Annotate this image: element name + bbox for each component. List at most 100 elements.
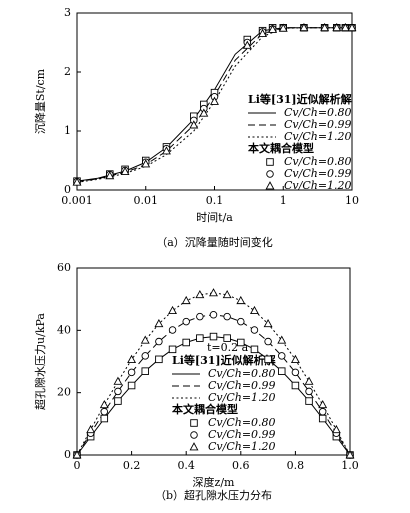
marker bbox=[140, 335, 150, 344]
legend-label: Cv/Ch=0.99 bbox=[284, 118, 352, 131]
marker bbox=[237, 338, 245, 347]
marker bbox=[291, 368, 300, 377]
y-tick-label: 0 bbox=[64, 183, 71, 196]
x-tick-label: 0.8 bbox=[287, 459, 305, 472]
marker bbox=[291, 381, 300, 390]
marker bbox=[141, 159, 151, 168]
legend-label: Cv/Ch=0.99 bbox=[208, 379, 276, 392]
marker bbox=[141, 367, 149, 375]
x-tick-label: 0.01 bbox=[134, 194, 159, 207]
y-tick-label: 3 bbox=[64, 6, 71, 19]
marker bbox=[168, 345, 177, 354]
marker bbox=[305, 397, 313, 405]
marker bbox=[266, 158, 274, 166]
marker bbox=[168, 305, 178, 315]
marker bbox=[199, 108, 209, 117]
marker bbox=[278, 352, 286, 360]
marker bbox=[100, 414, 109, 423]
y-tick-label: 40 bbox=[57, 323, 71, 336]
marker bbox=[320, 22, 330, 32]
marker bbox=[258, 28, 268, 37]
marker bbox=[340, 22, 350, 32]
caption: （a）沉降量随时间变化 bbox=[156, 235, 273, 249]
x-axis-label: 时间t/a bbox=[196, 211, 233, 224]
x-tick-label: 1.0 bbox=[341, 459, 359, 472]
marker bbox=[196, 312, 204, 321]
marker bbox=[277, 335, 287, 344]
y-tick-label: 0 bbox=[64, 448, 71, 461]
legend-label: Cv/Ch=1.20 bbox=[284, 179, 352, 192]
marker bbox=[127, 381, 136, 390]
marker bbox=[222, 289, 232, 299]
x-tick-label: 1 bbox=[280, 194, 287, 207]
marker bbox=[141, 352, 149, 360]
marker bbox=[331, 424, 341, 434]
marker bbox=[181, 295, 191, 305]
marker bbox=[209, 311, 218, 319]
marker bbox=[304, 376, 314, 385]
marker bbox=[190, 431, 198, 439]
legend-label: Cv/Ch=0.80 bbox=[284, 155, 352, 168]
marker bbox=[114, 387, 122, 396]
marker bbox=[332, 22, 342, 32]
marker bbox=[223, 312, 231, 321]
marker bbox=[318, 399, 328, 409]
marker bbox=[264, 337, 272, 346]
marker bbox=[189, 442, 199, 451]
x-tick-label: 10 bbox=[345, 194, 359, 207]
marker bbox=[190, 419, 198, 427]
legend-label: Cv/Ch=0.80 bbox=[208, 367, 276, 380]
marker bbox=[168, 326, 177, 334]
x-tick-label: 0.2 bbox=[123, 459, 141, 472]
marker bbox=[182, 338, 190, 347]
x-axis-label: 深度z/m bbox=[193, 475, 236, 489]
marker bbox=[278, 23, 288, 32]
x-tick-label: 0.4 bbox=[177, 459, 195, 472]
legend-label: Cv/Ch=0.99 bbox=[208, 428, 276, 441]
marker bbox=[189, 120, 199, 129]
x-tick-label: 0.6 bbox=[232, 459, 250, 472]
marker bbox=[318, 414, 327, 423]
x-tick-label: 0.1 bbox=[206, 194, 224, 207]
marker bbox=[266, 170, 274, 178]
y-axis-label: 沉降量St/cm bbox=[33, 68, 47, 134]
caption: （b）超孔隙水压力分布 bbox=[155, 488, 272, 502]
marker bbox=[242, 40, 252, 49]
legend-label: Cv/Ch=1.20 bbox=[208, 440, 276, 453]
marker bbox=[318, 407, 327, 416]
marker bbox=[127, 354, 137, 363]
legend-title: Li等[31]近似解析解 bbox=[172, 353, 276, 367]
marker bbox=[196, 334, 204, 342]
marker bbox=[195, 289, 205, 299]
y-tick-label: 2 bbox=[64, 65, 71, 78]
legend-label: Cv/Ch=0.80 bbox=[208, 416, 276, 429]
marker bbox=[278, 367, 286, 375]
marker bbox=[345, 450, 355, 459]
marker bbox=[161, 146, 171, 155]
marker bbox=[155, 355, 163, 364]
legend-title: Li等[31]近似解析解 bbox=[248, 92, 352, 106]
legend-title: 本文耦合模型 bbox=[172, 402, 238, 416]
marker bbox=[347, 22, 357, 32]
legend-title: 本文耦合模型 bbox=[248, 141, 314, 155]
marker bbox=[114, 397, 122, 405]
y-tick-label: 1 bbox=[64, 124, 71, 137]
marker bbox=[223, 334, 231, 342]
y-tick-label: 60 bbox=[57, 261, 71, 274]
y-tick-label: 20 bbox=[57, 386, 71, 399]
marker bbox=[209, 288, 218, 297]
y-axis-label: 超孔隙水压力u/kPa bbox=[33, 313, 47, 410]
marker bbox=[99, 399, 109, 409]
legend-label: Cv/Ch=0.99 bbox=[284, 167, 352, 180]
marker bbox=[210, 96, 219, 105]
marker bbox=[237, 317, 245, 326]
x-tick-label: 0.001 bbox=[61, 194, 93, 207]
marker bbox=[249, 305, 259, 315]
marker bbox=[155, 337, 163, 346]
marker bbox=[250, 345, 259, 354]
marker bbox=[120, 166, 130, 176]
marker bbox=[86, 424, 96, 434]
marker bbox=[299, 22, 309, 32]
marker bbox=[105, 170, 115, 180]
